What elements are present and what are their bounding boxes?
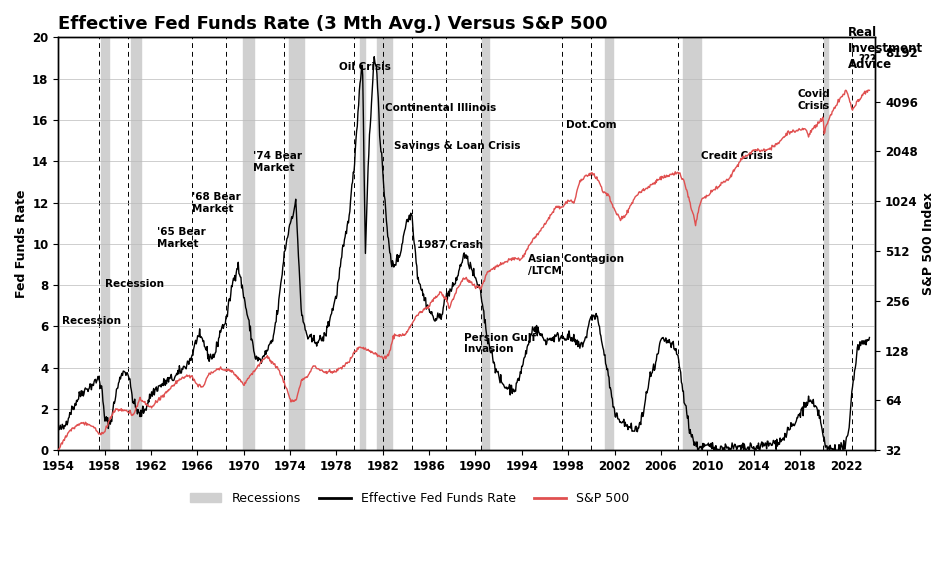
Bar xyxy=(377,38,392,450)
Y-axis label: Fed Funds Rate: Fed Funds Rate xyxy=(15,189,28,298)
Text: Oil Crisis: Oil Crisis xyxy=(339,62,390,72)
Bar xyxy=(101,38,109,450)
Bar xyxy=(131,38,142,450)
Text: Real
Investment
Advice: Real Investment Advice xyxy=(848,26,923,71)
Text: 1987 Crash: 1987 Crash xyxy=(417,240,484,250)
Bar xyxy=(359,38,366,450)
Text: Recession: Recession xyxy=(62,316,121,326)
Text: ???: ??? xyxy=(858,54,876,64)
Text: Asian Contagion
/LTCM: Asian Contagion /LTCM xyxy=(527,254,623,276)
Text: Persion Gulf
Invasion: Persion Gulf Invasion xyxy=(464,333,536,354)
Text: '65 Bear
Market: '65 Bear Market xyxy=(157,227,205,249)
Text: '74 Bear
Market: '74 Bear Market xyxy=(253,151,302,172)
Bar xyxy=(683,38,701,450)
Text: Savings & Loan Crisis: Savings & Loan Crisis xyxy=(394,141,521,151)
Bar xyxy=(289,38,304,450)
Y-axis label: S&P 500 Index: S&P 500 Index xyxy=(922,192,935,295)
Text: '68 Bear
Market: '68 Bear Market xyxy=(192,192,240,214)
Bar xyxy=(243,38,255,450)
Text: Recession: Recession xyxy=(104,279,163,289)
Text: Effective Fed Funds Rate (3 Mth Avg.) Versus S&P 500: Effective Fed Funds Rate (3 Mth Avg.) Ve… xyxy=(58,15,608,33)
Bar xyxy=(483,38,489,450)
Bar xyxy=(824,38,828,450)
Text: Continental Illinois: Continental Illinois xyxy=(385,104,496,113)
Text: Dot.Com: Dot.Com xyxy=(566,120,617,130)
Legend: Recessions, Effective Fed Funds Rate, S&P 500: Recessions, Effective Fed Funds Rate, S&… xyxy=(185,487,634,510)
Bar xyxy=(605,38,613,450)
Text: Credit Crisis: Credit Crisis xyxy=(701,151,773,161)
Text: Covid
Crisis: Covid Crisis xyxy=(798,89,830,110)
